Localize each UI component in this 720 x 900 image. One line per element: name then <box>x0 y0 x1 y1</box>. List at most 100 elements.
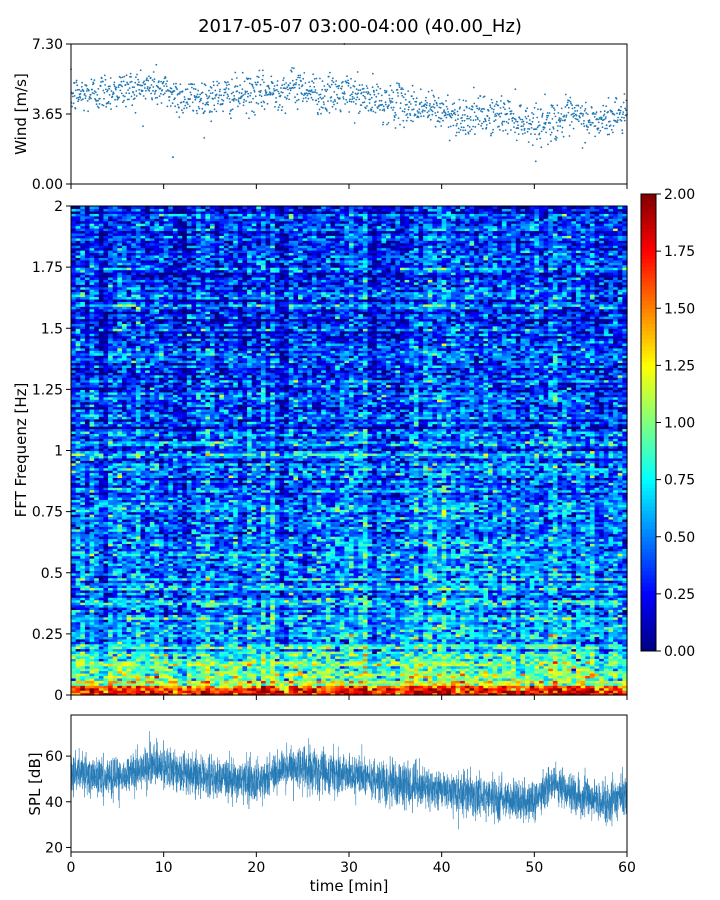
spectrogram-cell <box>172 668 179 672</box>
spectrogram-cell <box>191 685 197 689</box>
wind-point <box>482 120 485 123</box>
wind-point <box>295 82 297 84</box>
spectrogram-cell <box>557 668 563 672</box>
spectrogram-cell <box>177 663 183 667</box>
wind-point <box>198 100 201 103</box>
spectrogram-cell <box>89 680 95 684</box>
spectrogram-cell <box>293 673 299 677</box>
spectrogram-cell <box>372 677 378 681</box>
wind-point <box>105 88 107 91</box>
wind-point <box>270 92 272 95</box>
wind-point <box>397 117 400 119</box>
wind-point <box>339 97 341 99</box>
spectrogram-cell <box>613 677 619 681</box>
spectrogram-cell <box>223 670 230 674</box>
spectrogram-cell <box>131 673 137 677</box>
wind-point <box>411 95 413 97</box>
wind-point <box>267 84 270 87</box>
wind-point <box>120 92 123 95</box>
spectrogram-cell <box>210 677 216 681</box>
wind-point <box>501 122 503 124</box>
spectrogram-cell <box>511 687 517 691</box>
spectrogram-cell <box>576 675 582 679</box>
wind-point <box>287 84 290 87</box>
spectrogram-cell <box>316 680 322 684</box>
wind-point <box>184 98 186 101</box>
wind-point <box>348 100 351 103</box>
spectrogram-cell <box>580 680 586 684</box>
wind-point <box>354 92 357 95</box>
spectrogram-cell <box>316 682 322 686</box>
spectrogram-cell <box>307 677 313 681</box>
spectrogram-cell <box>455 670 461 674</box>
spectrogram-cell <box>506 685 512 689</box>
wind-point <box>355 88 358 90</box>
spectrogram-cell <box>233 690 239 694</box>
wind-point <box>79 95 81 98</box>
spectrogram-cell <box>251 692 257 696</box>
spectrogram-cell <box>256 685 262 689</box>
wind-point <box>439 106 442 109</box>
wind-point <box>479 95 482 97</box>
wind-point <box>492 111 495 113</box>
wind-point <box>153 93 156 95</box>
wind-point <box>622 111 625 113</box>
spectrogram-cell <box>103 692 109 696</box>
wind-point <box>317 113 319 116</box>
wind-point <box>204 103 207 106</box>
spectrogram-cell <box>432 687 438 691</box>
spectrogram-cell <box>464 670 471 674</box>
wind-point <box>72 95 74 98</box>
spectrogram-cell <box>214 692 220 696</box>
wind-point <box>186 103 189 105</box>
wind-point <box>409 112 411 115</box>
spectrogram-cell <box>381 680 387 684</box>
spectrogram-cell <box>566 670 572 674</box>
spectrogram-cell <box>270 682 276 686</box>
spectrogram-cell <box>307 665 313 669</box>
spectrogram-cell <box>450 680 457 684</box>
wind-point <box>406 103 408 106</box>
wind-point <box>602 114 605 117</box>
wind-point <box>488 119 490 122</box>
wind-point <box>572 127 575 130</box>
spectrogram-cell <box>599 690 605 694</box>
spectrogram-cell <box>344 670 350 674</box>
wind-point <box>124 84 127 86</box>
spectrogram-cell <box>469 680 475 684</box>
spectrogram-cell <box>589 677 596 681</box>
spectrogram-cell <box>237 690 244 694</box>
spectrogram-cell <box>571 685 577 689</box>
spectrogram-cell <box>288 682 294 686</box>
wind-point <box>363 101 366 104</box>
wind-point <box>74 107 77 110</box>
wind-point <box>354 80 356 83</box>
wind-point <box>547 143 549 146</box>
wind-point <box>342 97 345 100</box>
spectrogram-cell <box>543 692 549 696</box>
wind-point <box>267 86 270 88</box>
spectrogram-cell <box>372 673 378 677</box>
spectrogram-cell <box>353 690 359 694</box>
spectrogram-cell <box>325 675 332 679</box>
spectrogram-cell <box>395 670 401 674</box>
spectrogram-cell <box>358 687 364 691</box>
wind-point <box>395 114 397 116</box>
spectrogram-cell <box>566 673 572 677</box>
spectrogram-cell <box>117 685 123 689</box>
wind-point <box>244 91 247 94</box>
wind-point <box>323 95 326 97</box>
spectrogram-cell <box>427 687 433 691</box>
wind-point <box>485 126 488 129</box>
spectrogram-cell <box>372 675 378 679</box>
wind-point <box>294 83 297 86</box>
wind-point <box>163 92 166 95</box>
wind-point <box>293 83 296 86</box>
wind-point <box>476 116 479 119</box>
wind-point <box>256 75 259 78</box>
spectrogram-cell <box>274 687 281 691</box>
spectrogram-cell <box>469 685 475 689</box>
wind-point <box>214 89 217 92</box>
spectrogram-cell <box>251 682 257 686</box>
wind-point <box>582 122 585 125</box>
